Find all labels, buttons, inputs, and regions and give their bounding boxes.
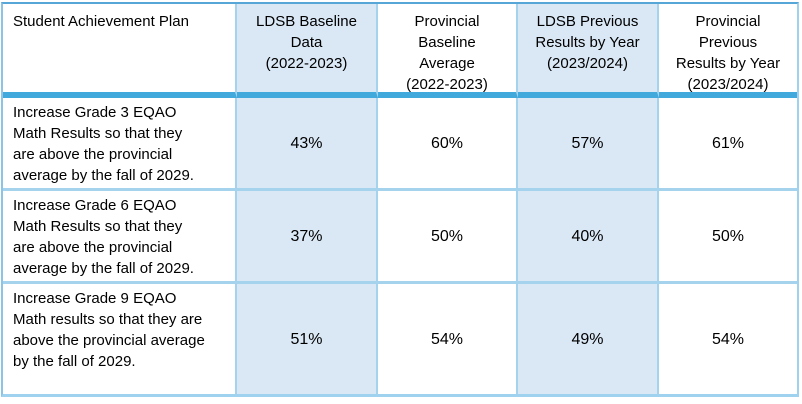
value-cell-grade6-ldsb-baseline: 37% — [237, 191, 378, 284]
value-cell-grade9-provincial-previous: 54% — [711, 330, 745, 348]
value-cell-grade6-ldsb-previous: 40% — [518, 191, 659, 284]
header-cell-provincial-baseline: Provincial Baseline Average (2022-2023) — [378, 4, 518, 98]
value-cell-grade6-provincial-previous: 50% — [659, 191, 797, 284]
value-cell-grade9-provincial-baseline: 54% — [378, 284, 518, 394]
header-cell-ldsb-baseline: LDSB Baseline Data (2022-2023) — [237, 4, 378, 98]
value-cell-grade9-ldsb-baseline: 51% — [237, 284, 378, 394]
header-cell-ldsb-previous: LDSB Previous Results by Year (2023/2024… — [518, 4, 659, 98]
header-cell-provincial-previous: Provincial Previous Results by Year (202… — [659, 4, 797, 98]
value-cell-grade3-provincial-previous: 61% — [659, 98, 797, 191]
header-cell-plan: Student Achievement Plan — [3, 4, 237, 98]
value-cell-grade3-ldsb-baseline: 43% — [237, 98, 378, 191]
achievement-table: Student Achievement Plan LDSB Baseline D… — [1, 2, 799, 397]
value-cell-grade3-provincial-baseline: 60% — [378, 98, 518, 191]
goal-cell-grade6: Increase Grade 6 EQAO Math Results so th… — [3, 191, 237, 284]
goal-cell-grade9: Increase Grade 9 EQAO Math results so th… — [3, 284, 237, 394]
value-cell-grade3-ldsb-previous: 57% — [518, 98, 659, 191]
goal-cell-grade3: Increase Grade 3 EQAO Math Results so th… — [3, 98, 237, 191]
value-cell-grade6-provincial-baseline: 50% — [378, 191, 518, 284]
value-cell-grade9-ldsb-previous: 49% — [518, 284, 659, 394]
